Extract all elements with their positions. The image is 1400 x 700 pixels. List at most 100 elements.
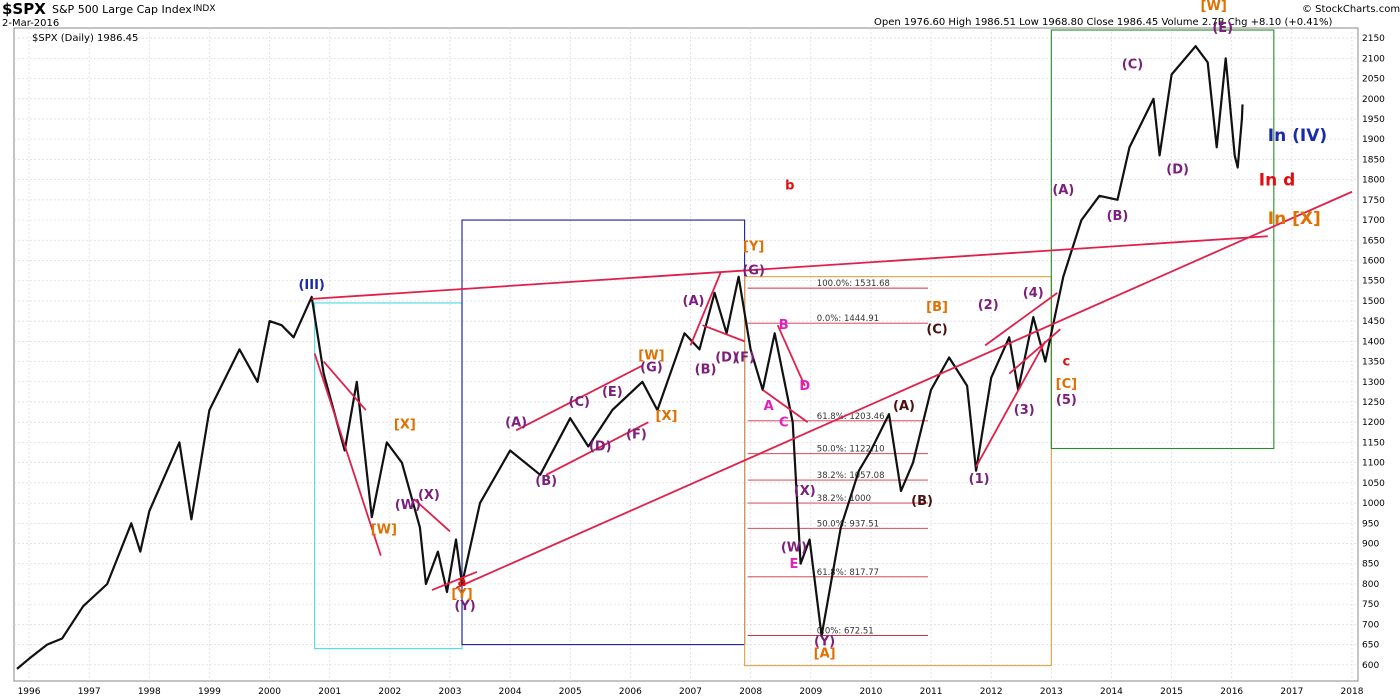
y-tick-label: 600 — [1362, 661, 1379, 671]
y-tick-label: 1900 — [1362, 135, 1385, 145]
y-tick-label: 750 — [1362, 600, 1379, 610]
x-tick-label: 1996 — [18, 687, 41, 697]
trendline — [762, 389, 809, 423]
wave-label: [X] — [394, 417, 416, 432]
x-tick-label: 1998 — [138, 687, 161, 697]
y-tick-label: 1350 — [1362, 358, 1385, 368]
fib-label: 0.0%: 672.51 — [817, 627, 874, 637]
chart-symbol: $SPX — [2, 0, 46, 18]
y-tick-label: 1500 — [1362, 297, 1385, 307]
wave-label: (G) — [742, 264, 765, 279]
fib-label: 61.8%: 817.77 — [817, 568, 879, 578]
y-tick-label: 1850 — [1362, 155, 1385, 165]
y-tick-label: 1050 — [1362, 479, 1385, 489]
trendline — [689, 272, 722, 346]
y-tick-label: 2000 — [1362, 95, 1385, 105]
wave-label: [Y] — [743, 239, 764, 254]
wave-label: (D) — [715, 351, 738, 366]
x-tick-label: 2007 — [679, 687, 702, 697]
trendline — [984, 292, 1058, 347]
y-tick-label: 1150 — [1362, 438, 1385, 448]
wave-label: (Y) — [814, 634, 835, 649]
chart-date: 2-Mar-2016 — [2, 18, 60, 29]
wave-box — [1050, 29, 1275, 450]
y-tick-label: 1600 — [1362, 256, 1385, 266]
trendline — [431, 570, 478, 591]
y-tick-label: 1100 — [1362, 459, 1385, 469]
x-tick-label: 2014 — [1100, 687, 1123, 697]
trendline — [323, 360, 367, 411]
wave-label: c — [1062, 355, 1070, 370]
y-tick-label: 1200 — [1362, 418, 1385, 428]
x-tick-label: 2018 — [1341, 687, 1364, 697]
chart-credit: © StockCharts.com — [1302, 4, 1400, 15]
x-tick-label: 2005 — [559, 687, 582, 697]
trendline — [545, 421, 649, 476]
y-tick-label: 1800 — [1362, 176, 1385, 186]
y-tick-label: 1400 — [1362, 337, 1385, 347]
x-tick-label: 2015 — [1160, 687, 1183, 697]
wave-label: B — [779, 318, 789, 333]
y-tick-label: 1450 — [1362, 317, 1385, 327]
wave-label: (X) — [418, 488, 440, 503]
wave-label: [W] — [371, 522, 397, 537]
y-tick-label: 700 — [1362, 620, 1379, 630]
chart-name: S&P 500 Large Cap Index — [52, 3, 192, 16]
wave-label: (1) — [969, 472, 990, 487]
wave-label: In (IV) — [1268, 126, 1327, 146]
wave-label: (C) — [1122, 57, 1143, 72]
wave-label: (3) — [1014, 403, 1035, 418]
trendline — [1008, 328, 1061, 375]
wave-label: (2) — [978, 298, 999, 313]
wave-label: (B) — [1107, 209, 1129, 224]
wave-label: (A) — [1052, 183, 1074, 198]
trendline — [702, 324, 745, 343]
wave-label: (W) — [781, 541, 807, 556]
y-tick-label: 1250 — [1362, 398, 1385, 408]
wave-label: (Y) — [454, 599, 475, 614]
x-tick-label: 2013 — [1040, 687, 1063, 697]
y-tick-label: 650 — [1362, 641, 1379, 651]
wave-label: A — [764, 399, 774, 414]
wave-label: (C) — [926, 322, 947, 337]
wave-label: (F) — [734, 351, 755, 366]
y-tick-label: 1650 — [1362, 236, 1385, 246]
wave-label: [B] — [926, 300, 948, 315]
wave-label: (A) — [683, 294, 705, 309]
wave-label: (B) — [535, 474, 557, 489]
wave-label: (A) — [505, 415, 527, 430]
wave-label: D — [799, 379, 810, 394]
x-tick-label: 2016 — [1220, 687, 1243, 697]
fib-label: 50.0%: 937.51 — [817, 519, 879, 529]
x-tick-label: 2012 — [980, 687, 1003, 697]
y-tick-label: 2150 — [1362, 34, 1385, 44]
wave-label: (5) — [1056, 393, 1077, 408]
x-tick-label: 2002 — [378, 687, 401, 697]
fib-label: 61.8%: 1203.46 — [817, 412, 885, 422]
chart-ohlc: Open 1976.60 High 1986.51 Low 1968.80 Cl… — [874, 17, 1333, 28]
y-tick-label: 1000 — [1362, 499, 1385, 509]
wave-label: [X] — [656, 409, 678, 424]
x-tick-label: 1997 — [78, 687, 101, 697]
wave-label: (E) — [1212, 21, 1233, 36]
wave-label: b — [785, 179, 794, 194]
wave-label: (E) — [602, 385, 623, 400]
fib-label: 0.0%: 1444.91 — [817, 314, 879, 324]
wave-label: [W] — [638, 349, 664, 364]
wave-label: (G) — [640, 361, 663, 376]
chart-exchange: INDX — [193, 4, 216, 14]
trendline — [311, 235, 1268, 300]
y-tick-label: 1300 — [1362, 378, 1385, 388]
wave-label: (D) — [589, 440, 612, 455]
y-tick-label: 850 — [1362, 560, 1379, 570]
x-tick-label: 2017 — [1280, 687, 1303, 697]
y-tick-label: 1950 — [1362, 115, 1385, 125]
y-tick-label: 2050 — [1362, 75, 1385, 85]
wave-label: [A] — [814, 647, 836, 662]
x-tick-label: 1999 — [198, 687, 221, 697]
wave-label: (4) — [1023, 286, 1044, 301]
fib-label: 38.2%: 1057.08 — [817, 471, 885, 481]
x-tick-label: 2008 — [739, 687, 762, 697]
